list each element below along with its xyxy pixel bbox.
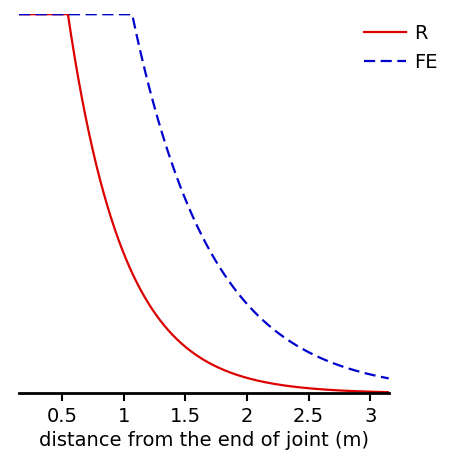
FE: [375, 374, 381, 379]
FE: [386, 375, 392, 381]
Line: R: R: [19, 14, 389, 392]
X-axis label: distance from the end of joint (m): distance from the end of joint (m): [39, 431, 369, 450]
Legend: R, FE: R, FE: [356, 17, 446, 80]
R: [35, 11, 41, 17]
FE: [35, 11, 41, 17]
FE: [16, 11, 22, 17]
R: [196, 354, 201, 360]
R: [375, 389, 381, 395]
R: [16, 11, 22, 17]
R: [307, 385, 313, 391]
FE: [196, 227, 201, 232]
FE: [186, 205, 192, 210]
R: [375, 389, 381, 395]
Line: FE: FE: [19, 14, 389, 378]
R: [386, 389, 392, 395]
FE: [375, 374, 381, 379]
FE: [307, 350, 313, 356]
R: [186, 347, 192, 353]
